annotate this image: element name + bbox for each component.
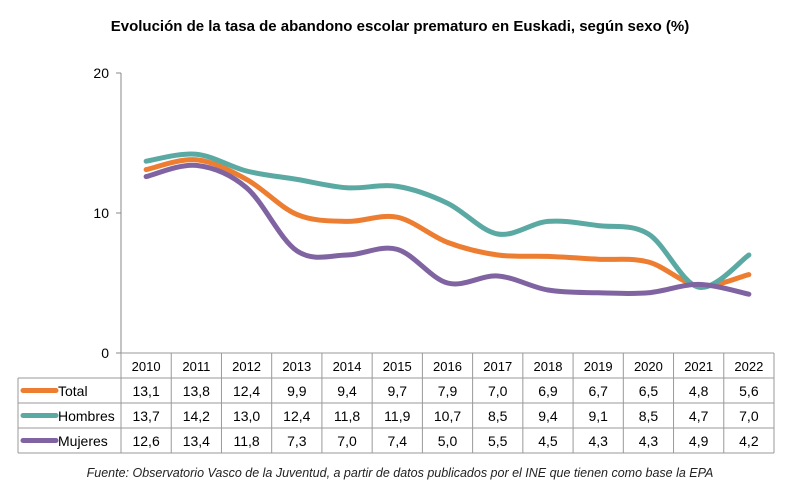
data-cell: 12,4 (233, 383, 260, 399)
legend-label: Hombres (58, 408, 115, 424)
x-category-label: 2022 (734, 359, 763, 374)
x-category-label: 2018 (534, 359, 563, 374)
data-cell: 4,9 (689, 433, 709, 449)
data-cell: 4,5 (538, 433, 558, 449)
data-cell: 13,7 (132, 408, 159, 424)
data-cell: 9,1 (588, 408, 608, 424)
data-cell: 4,3 (588, 433, 608, 449)
data-cell: 13,4 (183, 433, 210, 449)
data-cell: 11,9 (384, 408, 410, 424)
chart-title: Evolución de la tasa de abandono escolar… (110, 18, 690, 35)
series-line-mujeres (143, 162, 752, 297)
data-cell: 11,8 (233, 433, 259, 449)
data-cell: 4,3 (639, 433, 659, 449)
data-cell: 5,5 (488, 433, 508, 449)
series-line-hombres (143, 151, 752, 290)
x-category-label: 2011 (182, 359, 210, 374)
data-cell: 9,4 (538, 408, 558, 424)
data-cell: 4,8 (689, 383, 709, 399)
data-cell: 13,0 (233, 408, 260, 424)
data-cell: 5,6 (739, 383, 759, 399)
y-tick-label: 20 (93, 65, 109, 81)
x-category-label: 2019 (584, 359, 613, 374)
data-cell: 11,8 (334, 408, 360, 424)
data-cell: 13,8 (183, 383, 210, 399)
data-cell: 7,0 (488, 383, 508, 399)
data-cell: 4,7 (689, 408, 709, 424)
data-cell: 9,4 (337, 383, 357, 399)
x-category-label: 2014 (333, 359, 362, 374)
data-cell: 5,0 (438, 433, 458, 449)
y-tick-label: 0 (101, 345, 109, 361)
data-cell: 10,7 (434, 408, 461, 424)
x-category-label: 2017 (483, 359, 512, 374)
y-tick-label: 10 (93, 205, 109, 221)
data-cell: 12,6 (132, 433, 159, 449)
data-cell: 7,9 (438, 383, 458, 399)
data-cell: 7,3 (287, 433, 307, 449)
x-category-label: 2016 (433, 359, 462, 374)
x-category-label: 2015 (383, 359, 412, 374)
x-category-label: 2013 (282, 359, 311, 374)
data-cell: 7,4 (388, 433, 408, 449)
data-cell: 9,7 (388, 383, 408, 399)
data-cell: 6,7 (588, 383, 608, 399)
data-cell: 8,5 (639, 408, 659, 424)
source-note: Fuente: Observatorio Vasco de la Juventu… (86, 466, 714, 480)
data-cell: 13,1 (132, 383, 159, 399)
data-cell: 9,9 (287, 383, 307, 399)
legend-label: Total (58, 383, 88, 399)
data-cell: 8,5 (488, 408, 508, 424)
x-category-label: 2021 (684, 359, 713, 374)
x-category-label: 2010 (132, 359, 161, 374)
data-cell: 6,9 (538, 383, 558, 399)
data-cell: 7,0 (739, 408, 759, 424)
x-category-label: 2012 (232, 359, 261, 374)
legend-label: Mujeres (58, 433, 108, 449)
data-cell: 6,5 (639, 383, 659, 399)
data-cell: 12,4 (283, 408, 310, 424)
data-cell: 7,0 (337, 433, 357, 449)
x-category-label: 2020 (634, 359, 663, 374)
series-line-total (143, 157, 752, 289)
data-cell: 4,2 (739, 433, 759, 449)
data-cell: 14,2 (183, 408, 210, 424)
